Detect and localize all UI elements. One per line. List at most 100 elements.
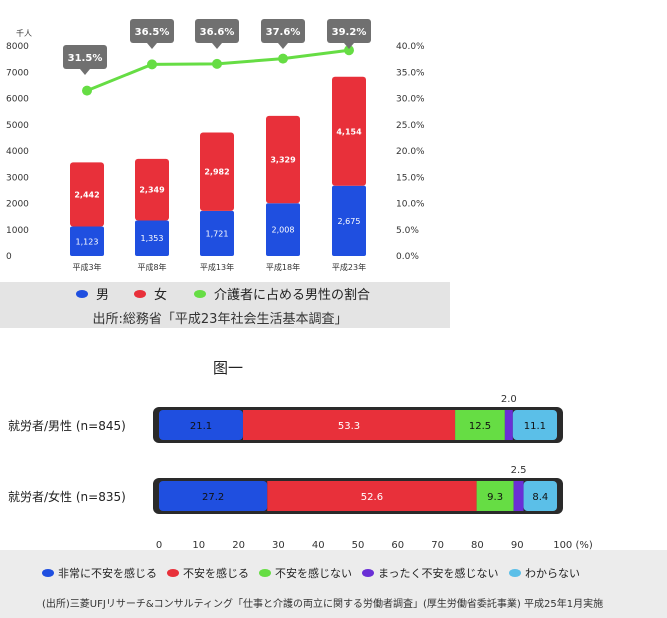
legend-label: 女 (154, 287, 167, 303)
legend-label: 男 (96, 288, 109, 303)
bar-value-label-female: 2,982 (204, 168, 229, 177)
y-tick-label: 7000 (6, 68, 29, 78)
y2-tick-label: 10.0% (396, 200, 425, 210)
bar-segment (523, 481, 557, 511)
x-tick-label: 10 (192, 540, 205, 551)
line-label-pointer (212, 43, 222, 49)
y-tick-label: 4000 (6, 147, 29, 157)
x-tick-label: 40 (312, 540, 325, 551)
segment-value-label: 12.5 (469, 421, 491, 432)
bar-male (70, 226, 104, 256)
y-tick-label: 5000 (6, 121, 29, 131)
chart2-source: (出所)三菱UFJリサーチ&コンサルティング「仕事と介護の両立に関する労働者調査… (42, 597, 603, 610)
legend-swatch (259, 569, 271, 577)
line-label-bubble (327, 19, 371, 43)
x-tick-label: 平成8年 (137, 262, 166, 272)
x-tick-label: 70 (431, 540, 444, 551)
segment-value-label: 53.3 (338, 421, 360, 432)
bar-value-label-male: 1,721 (206, 229, 229, 238)
bar-segment (504, 410, 513, 440)
bar-value-label-female: 2,442 (74, 190, 99, 199)
line-point (82, 85, 92, 96)
bar-male (332, 185, 366, 256)
x-tick-label: 60 (391, 540, 404, 551)
line-point (344, 45, 354, 56)
legend-label: 不安を感じる (183, 566, 249, 580)
bar-segment (513, 481, 524, 511)
x-tick-label: 90 (511, 540, 524, 551)
legend-swatch (42, 569, 54, 577)
line-label-pointer (344, 43, 354, 49)
x-tick-label: 50 (352, 540, 365, 551)
y-tick-label: 3000 (6, 173, 29, 183)
x-tick-label: 30 (272, 540, 285, 551)
bar-male (135, 220, 169, 256)
line-point (147, 59, 157, 70)
line-label-bubble (261, 19, 305, 43)
bar-male (200, 210, 234, 256)
bar-female (135, 158, 169, 221)
y2-tick-label: 25.0% (396, 121, 425, 131)
legend-swatch (362, 569, 374, 577)
x-tick-label: 平成3年 (72, 262, 101, 272)
y2-tick-label: 20.0% (396, 147, 425, 157)
y-tick-label: 8000 (6, 42, 29, 52)
segment-value-label: 52.6 (361, 492, 383, 503)
bar-segment (476, 481, 514, 511)
bar-female (266, 115, 300, 204)
segment-value-label: 27.2 (202, 492, 224, 503)
x-tick-label: 0 (156, 540, 162, 551)
line-value-label: 36.6% (200, 27, 235, 38)
bar-value-label-female: 4,154 (336, 127, 362, 136)
legend-swatch (167, 569, 179, 577)
legend-label: 介護者に占める男性の割合 (214, 287, 370, 303)
line-label-bubble (130, 19, 174, 43)
legend-swatch (76, 290, 88, 298)
y2-tick-label: 40.0% (396, 42, 425, 52)
figure-caption: 图一 (213, 359, 244, 377)
x-tick-label: 平成13年 (200, 262, 234, 272)
x-tick-label: 20 (232, 540, 245, 551)
x-tick-label: 100 (%) (553, 540, 593, 551)
legend-label: わからない (525, 567, 580, 580)
legend-swatch (509, 569, 521, 577)
chart-caregivers-by-sex: 千人 0 1000 2000 3000 4000 5000 6000 7000 8000 0.0% 5… (0, 0, 450, 328)
line-label-bubble (195, 19, 239, 43)
segment-value-label: 11.1 (524, 421, 546, 432)
chart1-source: 出所:総務省「平成23年社会生活基本調査」 (93, 311, 348, 327)
bar-value-label-female: 2,349 (139, 186, 165, 195)
legend-label: まったく不安を感じない (378, 566, 499, 580)
bar-value-label-male: 2,675 (338, 217, 361, 226)
legend-label: 不安を感じない (275, 566, 352, 580)
segment-value-label: 21.1 (190, 421, 212, 432)
segment-value-label: 2.0 (501, 394, 517, 405)
x-tick-label: 80 (471, 540, 484, 551)
line-label-bubble (63, 45, 107, 69)
y2-tick-label: 35.0% (396, 68, 425, 78)
y-unit-label: 千人 (16, 28, 32, 38)
x-tick-label: 平成23年 (332, 262, 366, 272)
line-point (278, 53, 288, 64)
segment-value-label: 9.3 (487, 492, 503, 503)
y-tick-label: 0 (6, 252, 12, 262)
bar-value-label-male: 1,123 (76, 237, 99, 246)
y2-tick-label: 15.0% (396, 173, 425, 183)
bar-segment (159, 481, 268, 511)
y2-tick-label: 5.0% (396, 226, 419, 236)
line-label-pointer (80, 69, 90, 75)
bar-female (70, 162, 104, 227)
line-value-label: 39.2% (332, 27, 367, 38)
legend-swatch (134, 290, 146, 298)
legend-band (0, 550, 667, 618)
y-tick-label: 1000 (6, 226, 29, 236)
y2-tick-label: 0.0% (396, 252, 419, 262)
bar-segment (242, 410, 456, 440)
bar-segment (455, 410, 505, 440)
bar-value-label-male: 1,353 (141, 234, 164, 243)
category-label: 就労者/女性 (n=835) (8, 489, 126, 504)
chart-care-anxiety: 就労者/男性 (n=845) 21.1 53.3 12.5 2.0 11.1 就労者/女性 … (0, 385, 667, 618)
y2-tick-label: 30.0% (396, 95, 425, 105)
line-value-label: 36.5% (135, 27, 170, 38)
bar-value-label-female: 3,329 (270, 156, 296, 165)
line-value-label: 37.6% (266, 27, 301, 38)
